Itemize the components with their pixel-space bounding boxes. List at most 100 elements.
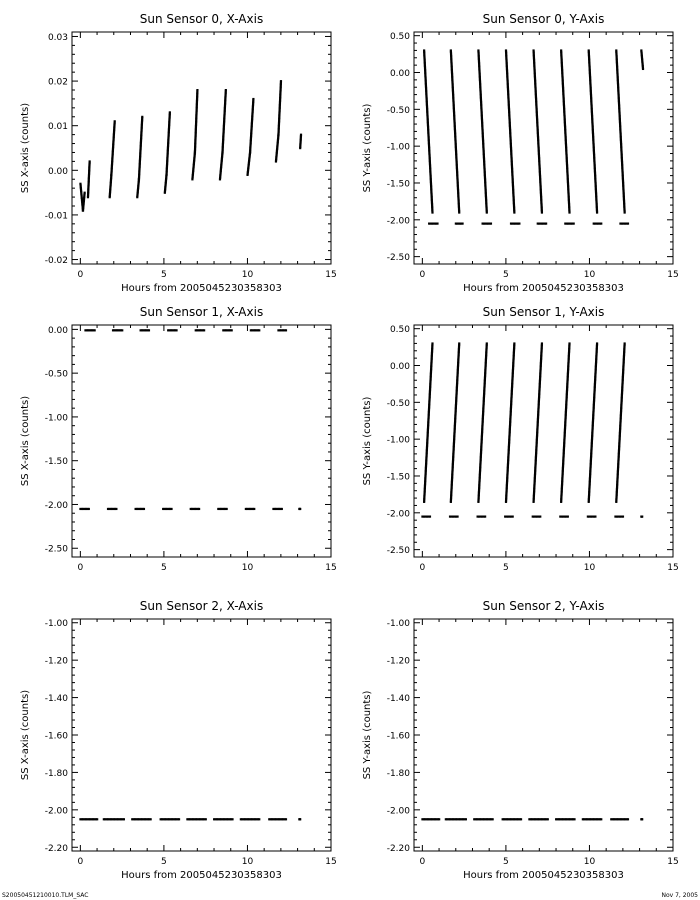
- data-point: [138, 162, 141, 166]
- data-point: [483, 376, 487, 379]
- data-point: [480, 439, 483, 442]
- data-point: [456, 172, 459, 175]
- data-point: [619, 416, 622, 419]
- data-point: [136, 191, 139, 195]
- data-point: [450, 60, 453, 63]
- data-point: [511, 370, 514, 373]
- data-point: [222, 127, 225, 131]
- data-point: [430, 353, 433, 356]
- data-point: [250, 128, 253, 132]
- data-point: [535, 108, 538, 111]
- data-point: [537, 409, 540, 412]
- data-point: [621, 162, 624, 165]
- data-point: [537, 399, 540, 403]
- data-point: [534, 455, 538, 459]
- data-point: [540, 343, 543, 347]
- data-point: [508, 120, 511, 123]
- data-point: [591, 133, 595, 136]
- data-point: [512, 356, 515, 359]
- data-point: [251, 818, 254, 821]
- data-point: [588, 59, 591, 62]
- data-point: [485, 222, 488, 225]
- data-point: [508, 439, 511, 442]
- data-point: [90, 818, 93, 821]
- data-point: [505, 481, 509, 484]
- data-point: [140, 135, 143, 138]
- data-point: [87, 175, 91, 178]
- data-point: [617, 92, 620, 95]
- data-segment: [186, 818, 207, 821]
- data-point: [511, 182, 514, 185]
- data-point: [562, 94, 565, 97]
- data-point: [510, 399, 513, 403]
- data-point: [507, 98, 510, 101]
- data-point: [426, 440, 429, 443]
- data-point: [566, 172, 569, 175]
- data-point: [565, 515, 568, 518]
- data-point: [458, 210, 461, 213]
- data-point: [452, 450, 455, 453]
- data-point: [619, 418, 622, 421]
- data-point: [424, 469, 427, 473]
- data-point: [540, 211, 544, 214]
- data-point: [505, 482, 509, 485]
- data-point: [542, 818, 545, 821]
- data-point: [594, 190, 598, 193]
- data-point: [537, 397, 541, 400]
- data-point: [457, 348, 461, 351]
- data-point: [480, 101, 483, 104]
- data-point: [454, 412, 457, 415]
- data-point: [616, 71, 619, 74]
- data-point: [532, 493, 536, 496]
- data-point: [513, 207, 516, 210]
- data-point: [533, 486, 536, 489]
- y-axis-label: SS Y-axis (counts): [362, 690, 373, 779]
- data-point: [454, 413, 457, 417]
- data-point: [277, 507, 281, 511]
- data-point: [194, 133, 197, 136]
- data-point: [536, 426, 539, 429]
- y-tick-label: 0.50: [390, 325, 410, 335]
- data-point: [194, 145, 197, 149]
- data-point: [567, 355, 570, 358]
- data-point: [589, 458, 593, 461]
- data-point: [456, 176, 459, 179]
- data-point: [617, 95, 620, 98]
- data-point: [504, 818, 507, 821]
- data-point: [508, 127, 512, 130]
- data-point: [622, 369, 625, 372]
- data-point: [595, 355, 598, 358]
- data-point: [615, 59, 618, 62]
- data-point: [509, 134, 512, 137]
- data-point: [593, 384, 596, 387]
- data-point: [508, 123, 511, 126]
- data-point: [536, 818, 539, 821]
- y-tick-label: 0.00: [48, 326, 68, 336]
- data-point: [88, 329, 91, 332]
- data-point: [590, 446, 593, 449]
- data-point: [594, 173, 597, 176]
- data-point: [114, 818, 117, 821]
- data-segment: [532, 342, 544, 503]
- data-point: [436, 818, 439, 821]
- data-point: [532, 59, 536, 62]
- data-point: [617, 464, 620, 467]
- data-point: [511, 381, 514, 384]
- data-point: [424, 80, 427, 83]
- data-point: [507, 818, 510, 821]
- data-point: [477, 61, 481, 65]
- data-point: [539, 376, 542, 379]
- data-point: [588, 70, 591, 73]
- data-point: [590, 448, 593, 452]
- data-point: [589, 471, 592, 474]
- data-point: [175, 329, 178, 332]
- data-point: [160, 818, 164, 821]
- data-point: [535, 443, 538, 446]
- data-point: [563, 110, 566, 114]
- data-point: [250, 120, 254, 123]
- data-point: [452, 440, 456, 443]
- data-point: [565, 162, 569, 165]
- data-point: [221, 152, 224, 156]
- data-point: [507, 454, 510, 457]
- data-point: [247, 165, 250, 168]
